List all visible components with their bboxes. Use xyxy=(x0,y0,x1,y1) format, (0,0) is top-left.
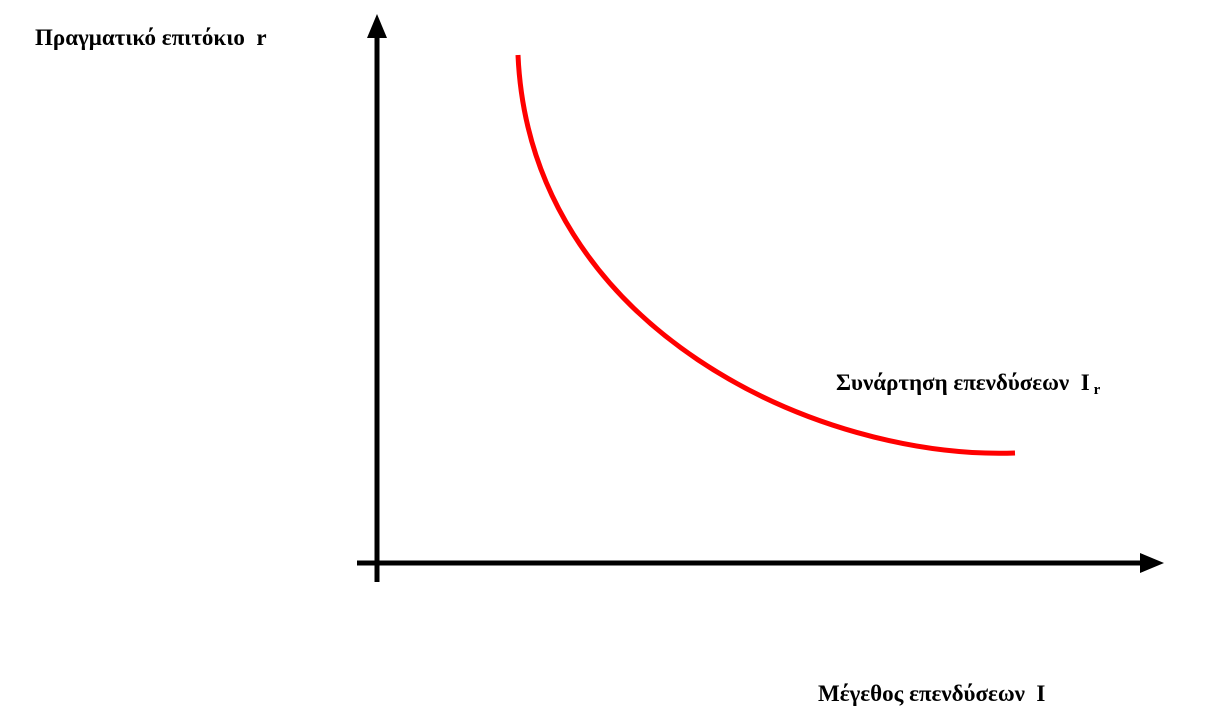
curve-label-main: Συνάρτηση επενδύσεων I xyxy=(836,370,1090,395)
y-axis-label: Πραγματικό επιτόκιο r xyxy=(35,25,267,50)
investment-curve xyxy=(515,54,1016,456)
x-axis-label: Μέγεθος επενδύσεων I xyxy=(818,681,1045,706)
x-axis-arrow xyxy=(1140,553,1164,573)
y-axis-arrow xyxy=(367,14,387,38)
curve-label-subscript: r xyxy=(1094,382,1101,398)
